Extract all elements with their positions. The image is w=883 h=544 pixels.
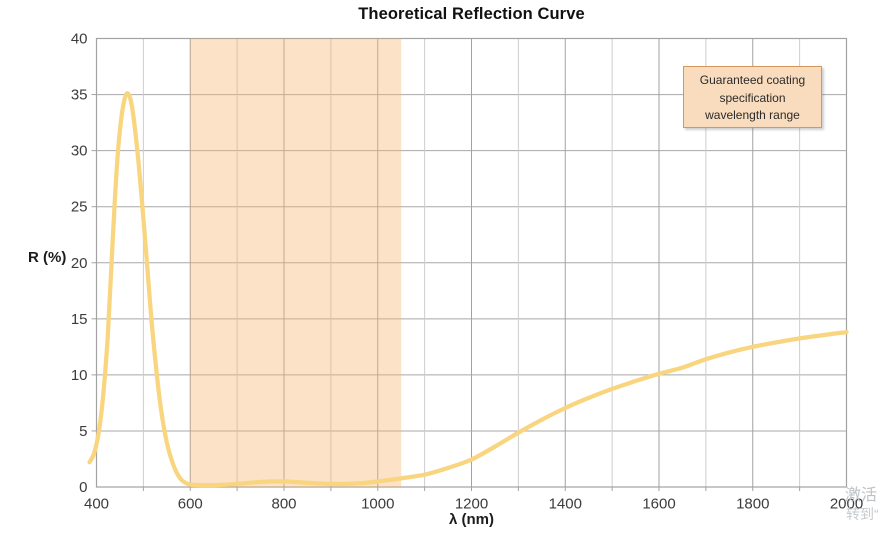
x-tick-label: 2000 <box>830 496 863 513</box>
x-tick-label: 1600 <box>642 496 675 513</box>
x-tick-label: 1000 <box>361 496 394 513</box>
x-tick-label: 600 <box>178 496 203 513</box>
activation-watermark-line1: 激活 <box>845 487 878 504</box>
y-axis-label: R (%) <box>28 249 67 266</box>
x-tick-label: 400 <box>84 496 109 513</box>
y-tick-label: 25 <box>71 199 88 216</box>
legend-line-2: specification <box>719 90 786 105</box>
y-tick-label: 10 <box>71 367 88 384</box>
x-axis-label: λ (nm) <box>449 511 494 528</box>
y-tick-label: 20 <box>71 255 88 272</box>
reflection-curve <box>87 91 849 488</box>
guaranteed-range-band <box>190 38 402 487</box>
legend-line-3: wavelength range <box>705 108 800 122</box>
y-tick-label: 40 <box>71 31 88 48</box>
x-tick-label: 1200 <box>455 496 488 513</box>
activation-watermark-line2: 转到“ <box>846 506 879 522</box>
x-tick-label: 1400 <box>549 496 582 513</box>
chart-title: Theoretical Reflection Curve <box>358 5 585 23</box>
y-tick-label: 0 <box>79 479 87 496</box>
x-tick-label: 800 <box>271 496 296 513</box>
y-tick-label: 35 <box>71 87 88 104</box>
y-tick-label: 15 <box>71 311 88 328</box>
y-tick-label: 30 <box>71 143 88 160</box>
guaranteed-range-legend: Guaranteed coating specification wavelen… <box>683 66 822 128</box>
x-tick-label: 1800 <box>736 496 769 513</box>
legend-line-1: Guaranteed coating <box>699 73 806 87</box>
y-tick-label: 5 <box>79 423 87 440</box>
